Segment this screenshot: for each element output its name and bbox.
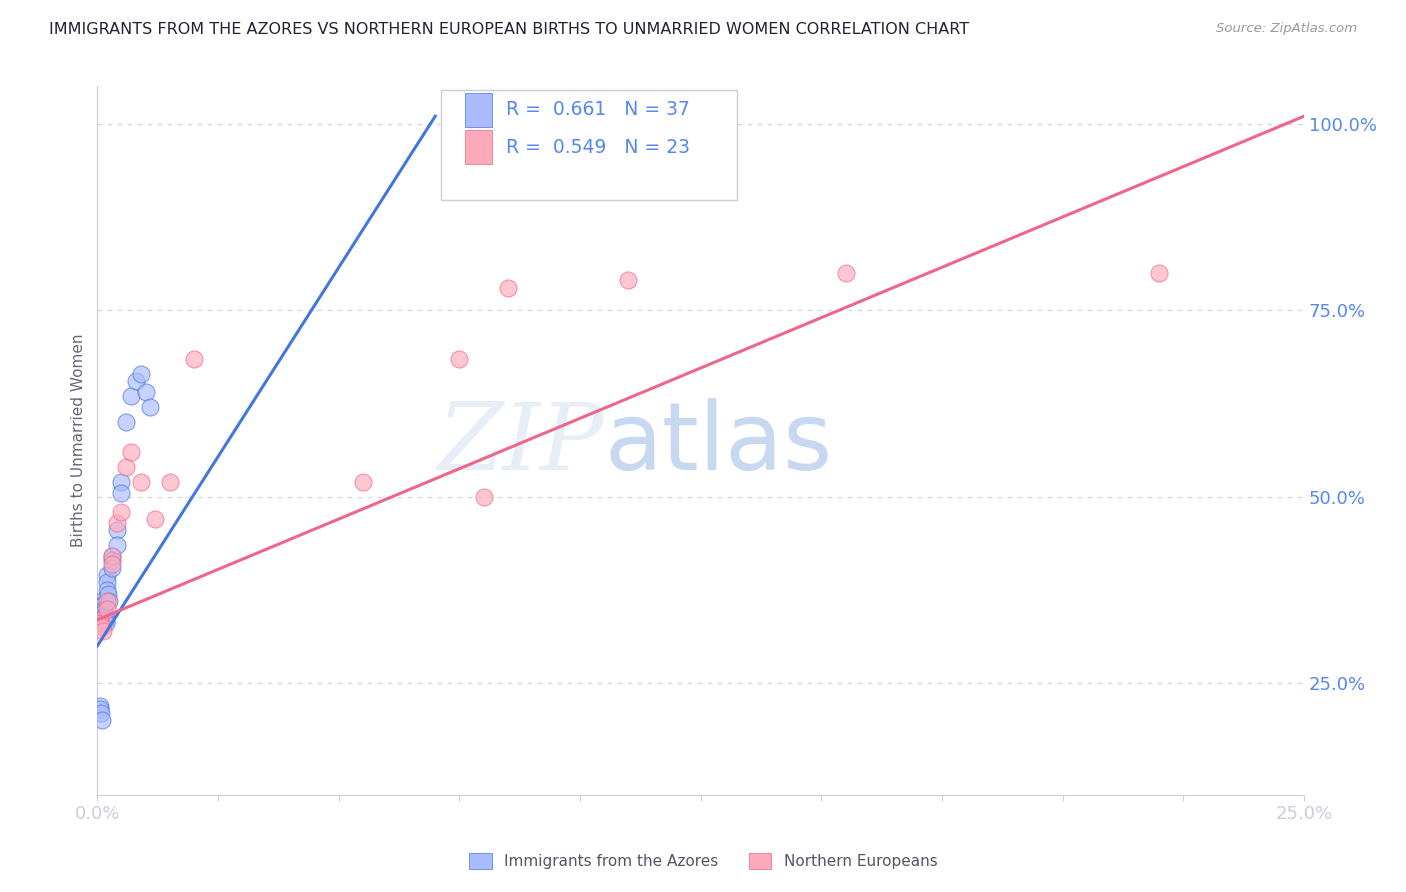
Point <box>96 575 118 590</box>
Point <box>183 351 205 366</box>
Point <box>94 616 117 631</box>
Point <box>96 594 118 608</box>
Point <box>110 475 132 489</box>
Point <box>617 273 640 287</box>
Point <box>105 523 128 537</box>
FancyBboxPatch shape <box>441 90 737 200</box>
Point <box>91 624 114 638</box>
FancyBboxPatch shape <box>465 130 492 164</box>
Point <box>91 598 114 612</box>
Point <box>449 351 471 366</box>
Point <box>496 281 519 295</box>
Point <box>93 605 115 619</box>
Point <box>834 266 856 280</box>
Point <box>125 374 148 388</box>
Point <box>89 702 111 716</box>
Point <box>115 415 138 429</box>
Point <box>94 609 117 624</box>
Point <box>97 587 120 601</box>
Point <box>90 706 112 720</box>
Text: Source: ZipAtlas.com: Source: ZipAtlas.com <box>1216 22 1357 36</box>
Point <box>94 613 117 627</box>
Point <box>89 609 111 624</box>
Text: ZIP: ZIP <box>437 400 605 489</box>
Point <box>120 445 142 459</box>
Text: IMMIGRANTS FROM THE AZORES VS NORTHERN EUROPEAN BIRTHS TO UNMARRIED WOMEN CORREL: IMMIGRANTS FROM THE AZORES VS NORTHERN E… <box>49 22 969 37</box>
Point <box>352 475 374 489</box>
Point <box>90 613 112 627</box>
Point <box>93 609 115 624</box>
Point <box>101 553 124 567</box>
Point <box>91 594 114 608</box>
Y-axis label: Births to Unmarried Women: Births to Unmarried Women <box>72 334 86 548</box>
Point <box>105 538 128 552</box>
Point <box>89 598 111 612</box>
Point <box>101 549 124 564</box>
Text: R =  0.549   N = 23: R = 0.549 N = 23 <box>506 137 690 157</box>
Text: R =  0.661   N = 37: R = 0.661 N = 37 <box>506 100 690 120</box>
Point <box>110 505 132 519</box>
Point <box>101 557 124 571</box>
Point <box>90 613 112 627</box>
Point <box>91 598 114 612</box>
Point <box>472 490 495 504</box>
Text: atlas: atlas <box>605 398 832 491</box>
Point <box>135 385 157 400</box>
Point <box>96 568 118 582</box>
Point <box>91 605 114 619</box>
Point <box>105 516 128 530</box>
Point <box>89 605 111 619</box>
Point <box>90 616 112 631</box>
Point <box>97 594 120 608</box>
Point <box>101 549 124 564</box>
Point <box>89 613 111 627</box>
Point <box>120 389 142 403</box>
Point <box>101 560 124 574</box>
Point <box>1149 266 1171 280</box>
Point <box>89 698 111 713</box>
Point <box>159 475 181 489</box>
Point <box>93 601 115 615</box>
Point <box>96 601 118 615</box>
Point <box>129 367 152 381</box>
Point <box>115 459 138 474</box>
Point <box>91 620 114 634</box>
Point <box>110 486 132 500</box>
Point <box>91 714 114 728</box>
Point <box>129 475 152 489</box>
Point <box>143 512 166 526</box>
Point <box>96 582 118 597</box>
Point <box>139 400 162 414</box>
Legend: Immigrants from the Azores, Northern Europeans: Immigrants from the Azores, Northern Eur… <box>463 847 943 875</box>
FancyBboxPatch shape <box>465 93 492 127</box>
